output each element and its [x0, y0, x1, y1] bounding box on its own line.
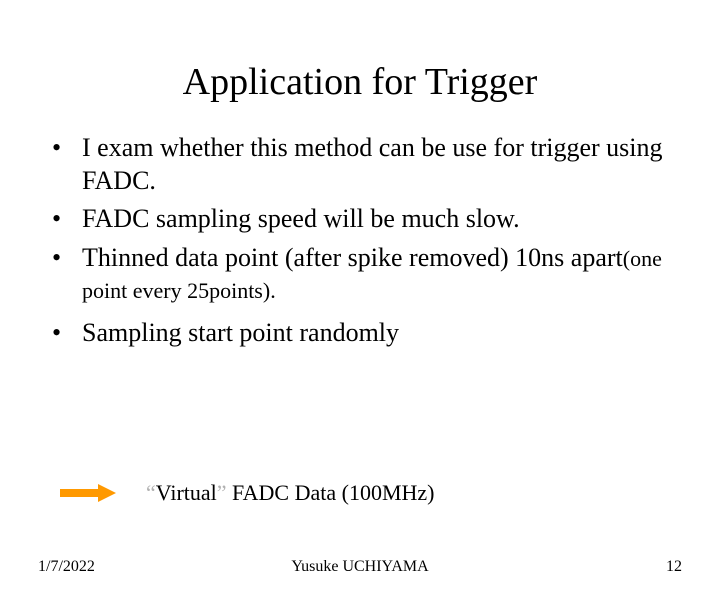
bullet-item: FADC sampling speed will be much slow.	[52, 203, 680, 236]
bullet-item: I exam whether this method can be use fo…	[52, 132, 680, 197]
close-quote: ”	[217, 480, 227, 505]
bullet-item: Sampling start point randomly	[52, 317, 680, 350]
open-quote: “	[146, 480, 156, 505]
footer-date: 1/7/2022	[38, 558, 95, 576]
slide: Application for Trigger I exam whether t…	[0, 60, 720, 600]
callout-word: Virtual	[156, 480, 217, 505]
bullet-text: Thinned data point (after spike removed)…	[82, 243, 623, 272]
bullet-text: I exam whether this method can be use fo…	[82, 133, 663, 195]
bullet-text: FADC sampling speed will be much slow.	[82, 204, 520, 233]
bullet-list: I exam whether this method can be use fo…	[52, 132, 680, 349]
bullet-text: Sampling start point randomly	[82, 318, 399, 347]
callout-text: “Virtual” FADC Data (100MHz)	[146, 480, 434, 506]
callout-rest: FADC Data (100MHz)	[227, 480, 435, 505]
slide-title: Application for Trigger	[0, 60, 720, 104]
footer-page: 12	[666, 558, 682, 576]
arrow-icon	[60, 484, 116, 502]
callout-row: “Virtual” FADC Data (100MHz)	[60, 480, 434, 506]
footer-author: Yusuke UCHIYAMA	[291, 558, 428, 576]
bullet-item: Thinned data point (after spike removed)…	[52, 242, 680, 307]
